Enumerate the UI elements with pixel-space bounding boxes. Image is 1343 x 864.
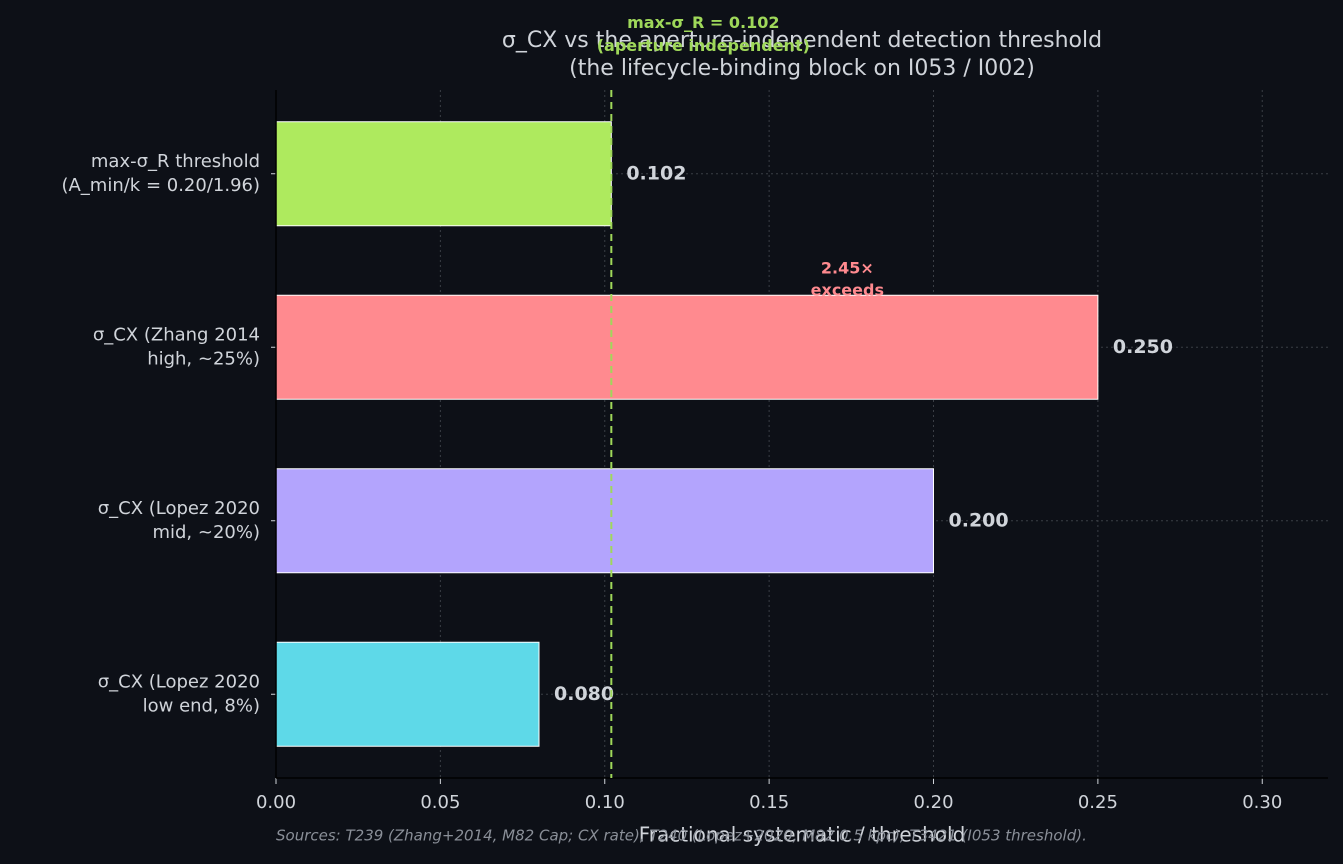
value-label: 0.250 <box>1113 336 1173 358</box>
footer: Sources: T239 (Zhang+2014, M82 Cap; CX r… <box>276 827 1087 845</box>
value-label: 0.102 <box>626 162 686 184</box>
y-tick-label: σ_CX (Lopez 2020 low end, 8%) <box>98 671 260 716</box>
bar <box>275 294 1099 400</box>
x-tick-label: 0.20 <box>913 792 953 813</box>
bar <box>275 641 540 747</box>
x-tick-label: 0.25 <box>1078 792 1118 813</box>
y-tick-label: max-σ_R threshold (A_min/k = 0.20/1.96) <box>61 151 260 196</box>
threshold-label: max-σ_R = 0.102 (aperture independent) <box>597 13 810 55</box>
x-tick-label: 0.30 <box>1242 792 1282 813</box>
x-tick-label: 0.10 <box>585 792 625 813</box>
x-tick-label: 0.05 <box>420 792 460 813</box>
x-tick-label: 0.00 <box>256 792 296 813</box>
x-tick-label: 0.15 <box>749 792 789 813</box>
value-label: 0.200 <box>949 509 1009 531</box>
y-tick-label: σ_CX (Lopez 2020 mid, ~20%) <box>98 498 260 543</box>
chart-title: σ_CX vs the aperture-independent detecti… <box>502 28 1102 81</box>
bar <box>275 121 612 227</box>
y-tick-label: σ_CX (Zhang 2014 high, ~25%) <box>93 324 260 369</box>
bar <box>275 468 934 574</box>
x-axis-label: Fractional systematic / threshold <box>639 823 966 847</box>
value-label: 0.080 <box>554 683 614 705</box>
ratio-annotation: 2.45× exceeds <box>811 258 884 299</box>
